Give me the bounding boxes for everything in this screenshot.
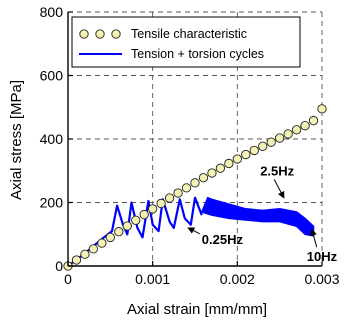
tensile-point-19 [224, 158, 234, 169]
tensile-point-2 [80, 249, 90, 259]
tensile-point-13 [173, 188, 183, 198]
tensile-point-11 [156, 198, 166, 209]
x-tick-labels: 0 0.001 0.002 0.003 [64, 271, 340, 287]
annotation-arrow-0 [273, 179, 285, 199]
legend-box [71, 16, 301, 68]
tensile-point-15 [190, 178, 200, 188]
tensile-point-26 [283, 129, 293, 139]
tensile-point-30 [317, 104, 327, 114]
tensile-point-6 [114, 227, 124, 237]
axes [67, 11, 323, 267]
x-tick-label-3: 0.003 [304, 271, 339, 287]
tensile-point-4 [97, 238, 107, 248]
tensile-point-16 [198, 173, 209, 183]
tensile-point-25 [275, 133, 285, 143]
y-tick-label-1: 200 [40, 195, 64, 211]
annotation-0: 2.5Hz [260, 164, 294, 179]
tensile-point-10 [148, 204, 158, 214]
tensile-point-3 [88, 244, 99, 254]
legend: Tensile characteristic Tension + torsion… [71, 16, 301, 68]
tensile-point-18 [215, 163, 226, 173]
legend-marker-tensile-2 [95, 29, 105, 39]
annotation-arrow-2 [310, 228, 318, 248]
x-tick-label-2: 0.002 [220, 271, 255, 287]
legend-label-cycles: Tension + torsion cycles [131, 47, 264, 61]
legend-marker-tensile-1 [79, 29, 89, 39]
tensile-point-9 [139, 209, 149, 220]
y-tick-labels: 0 200 400 600 800 [40, 4, 64, 274]
y-axis-label: Axial stress [MPa] [8, 80, 25, 200]
tensile-point-12 [164, 193, 175, 203]
annotation-2: 10Hz [307, 249, 338, 264]
legend-marker-tensile-3 [111, 29, 121, 39]
cycles-dense-band [200, 196, 315, 237]
x-tick-label-1: 0.001 [135, 271, 170, 287]
tensile-point-28 [300, 121, 310, 131]
tensile-point-5 [105, 232, 115, 243]
tensile-characteristic-series [63, 104, 327, 271]
tensile-point-7 [122, 221, 132, 231]
tensile-point-14 [181, 183, 192, 193]
tensile-point-23 [258, 141, 268, 151]
tensile-point-21 [241, 149, 251, 160]
tensile-point-1 [71, 255, 82, 265]
cycles-ramp-line [67, 196, 203, 267]
y-tick-label-4: 800 [40, 4, 64, 20]
y-tick-label-3: 600 [40, 68, 64, 84]
tensile-point-24 [266, 137, 276, 147]
x-tick-label-0: 0 [64, 271, 72, 287]
y-tick-label-2: 400 [40, 131, 64, 147]
tensile-point-8 [131, 215, 141, 225]
tensile-point-27 [291, 125, 302, 135]
legend-label-tensile: Tensile characteristic [131, 27, 247, 41]
tensile-point-29 [308, 115, 319, 126]
tensile-point-17 [207, 168, 217, 178]
tensile-point-22 [249, 145, 259, 156]
tension-torsion-cycles-series [67, 196, 315, 267]
annotation-arrow-1 [187, 227, 201, 235]
x-axis-label: Axial strain [mm/mm] [127, 301, 267, 318]
y-tick-label-0: 0 [55, 258, 63, 274]
annotations: 2.5Hz 0.25Hz 10Hz [187, 164, 338, 264]
tensile-point-20 [232, 154, 242, 164]
annotation-1: 0.25Hz [202, 232, 244, 247]
